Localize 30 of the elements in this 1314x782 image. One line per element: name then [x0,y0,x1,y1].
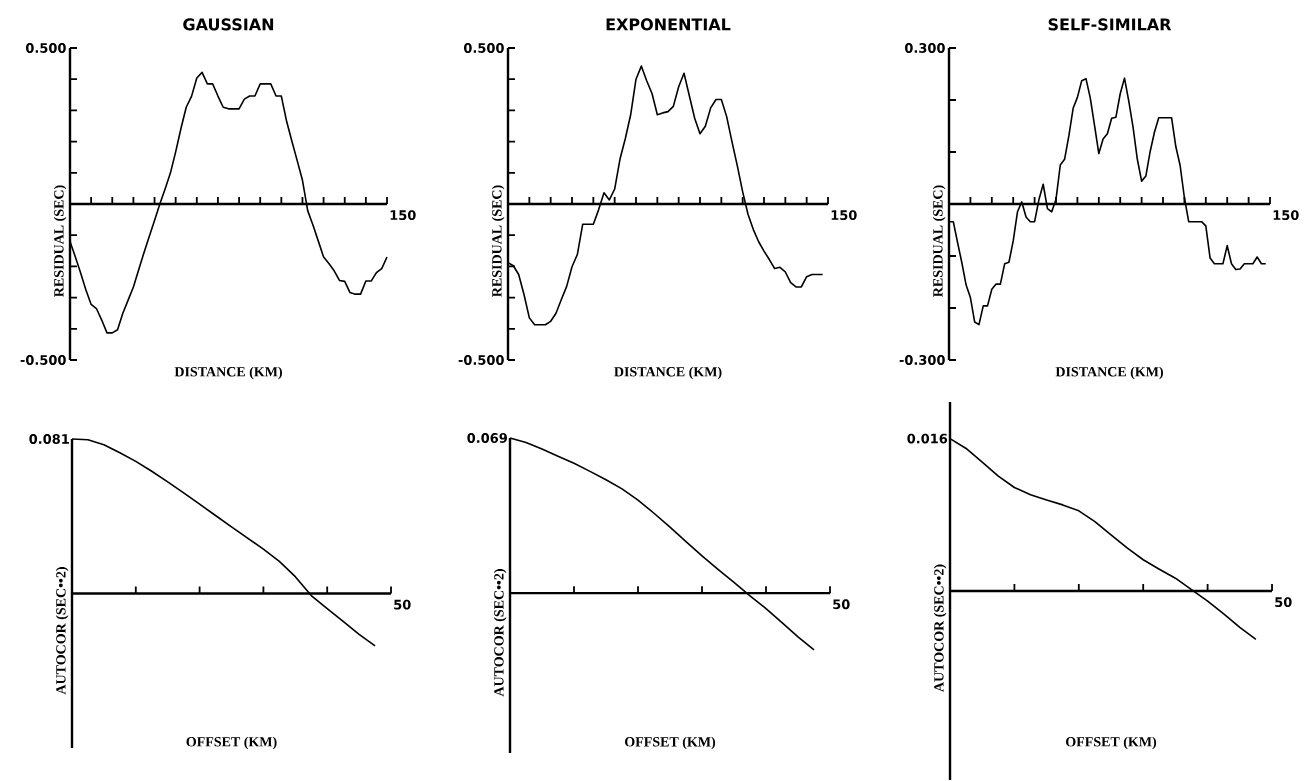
x-axis-title: DISTANCE (KM) [1055,366,1163,380]
y-axis-title: AUTOCOR (SEC••2) [493,569,507,697]
chart-title: GAUSSIAN [183,18,274,31]
y-axis-title: RESIDUAL (SEC) [491,185,505,297]
y-axis-title: RESIDUAL (SEC) [53,185,67,297]
text: 50 [1275,597,1292,608]
text: 50 [833,599,850,610]
x-axis-title: OFFSET (KM) [186,736,277,750]
y-tick-label: -0.300 [899,355,945,365]
x-axis-title: DISTANCE (KM) [174,366,282,380]
x-axis-title: DISTANCE (KM) [614,366,722,380]
y-tick-label: -0.500 [20,355,66,365]
x-axis-title: OFFSET (KM) [1066,736,1157,750]
chart-title: SELF-SIMILAR [1048,18,1172,31]
text: 0.016 [907,433,948,444]
text: 0.081 [29,434,69,444]
y-tick-label: 0.500 [463,43,504,53]
text: 150 [831,210,857,221]
x-axis-title: OFFSET (KM) [625,736,716,750]
y-tick-label: 0.300 [904,43,945,53]
text: 150 [1273,210,1299,221]
y-axis-title: RESIDUAL (SEC) [932,185,946,297]
y-tick-label: -0.500 [458,355,504,365]
text: 50 [394,599,411,610]
text: 150 [390,210,416,221]
y-tick-label: 0.500 [25,43,66,53]
y-axis-title: AUTOCOR (SEC••2) [55,567,69,695]
chart-title: EXPONENTIAL [606,18,731,31]
text: 0.069 [467,433,507,443]
y-axis-title: AUTOCOR (SEC••2) [933,564,947,692]
